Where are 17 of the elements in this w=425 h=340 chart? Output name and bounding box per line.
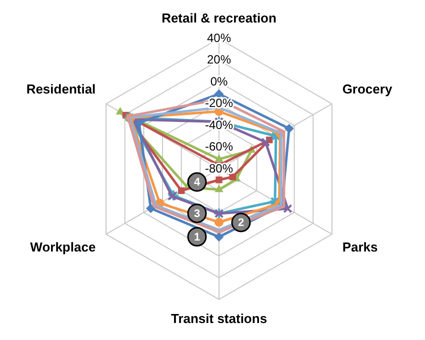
y-tick-label: -40%: [204, 118, 234, 132]
spoke-label: Retail & recreation: [162, 10, 276, 26]
y-tick-label: -60%: [204, 140, 234, 154]
spoke-label: Transit stations: [170, 310, 268, 326]
y-tick-label: 40%: [206, 30, 232, 45]
text: 2: [238, 216, 244, 229]
y-tick-label: 20%: [206, 52, 232, 67]
y-tick-label: 0%: [210, 74, 228, 88]
y-tick-label: -20%: [204, 96, 234, 110]
y-tick-label: -80%: [204, 161, 234, 176]
text: 1: [194, 231, 200, 244]
spoke-label: Workplace: [30, 240, 96, 255]
spoke-label: Residential: [26, 82, 96, 97]
text: 3: [194, 208, 200, 220]
text: 4: [194, 176, 201, 189]
spoke-label: Parks: [342, 240, 378, 255]
spoke-label: Grocery: [342, 82, 393, 97]
